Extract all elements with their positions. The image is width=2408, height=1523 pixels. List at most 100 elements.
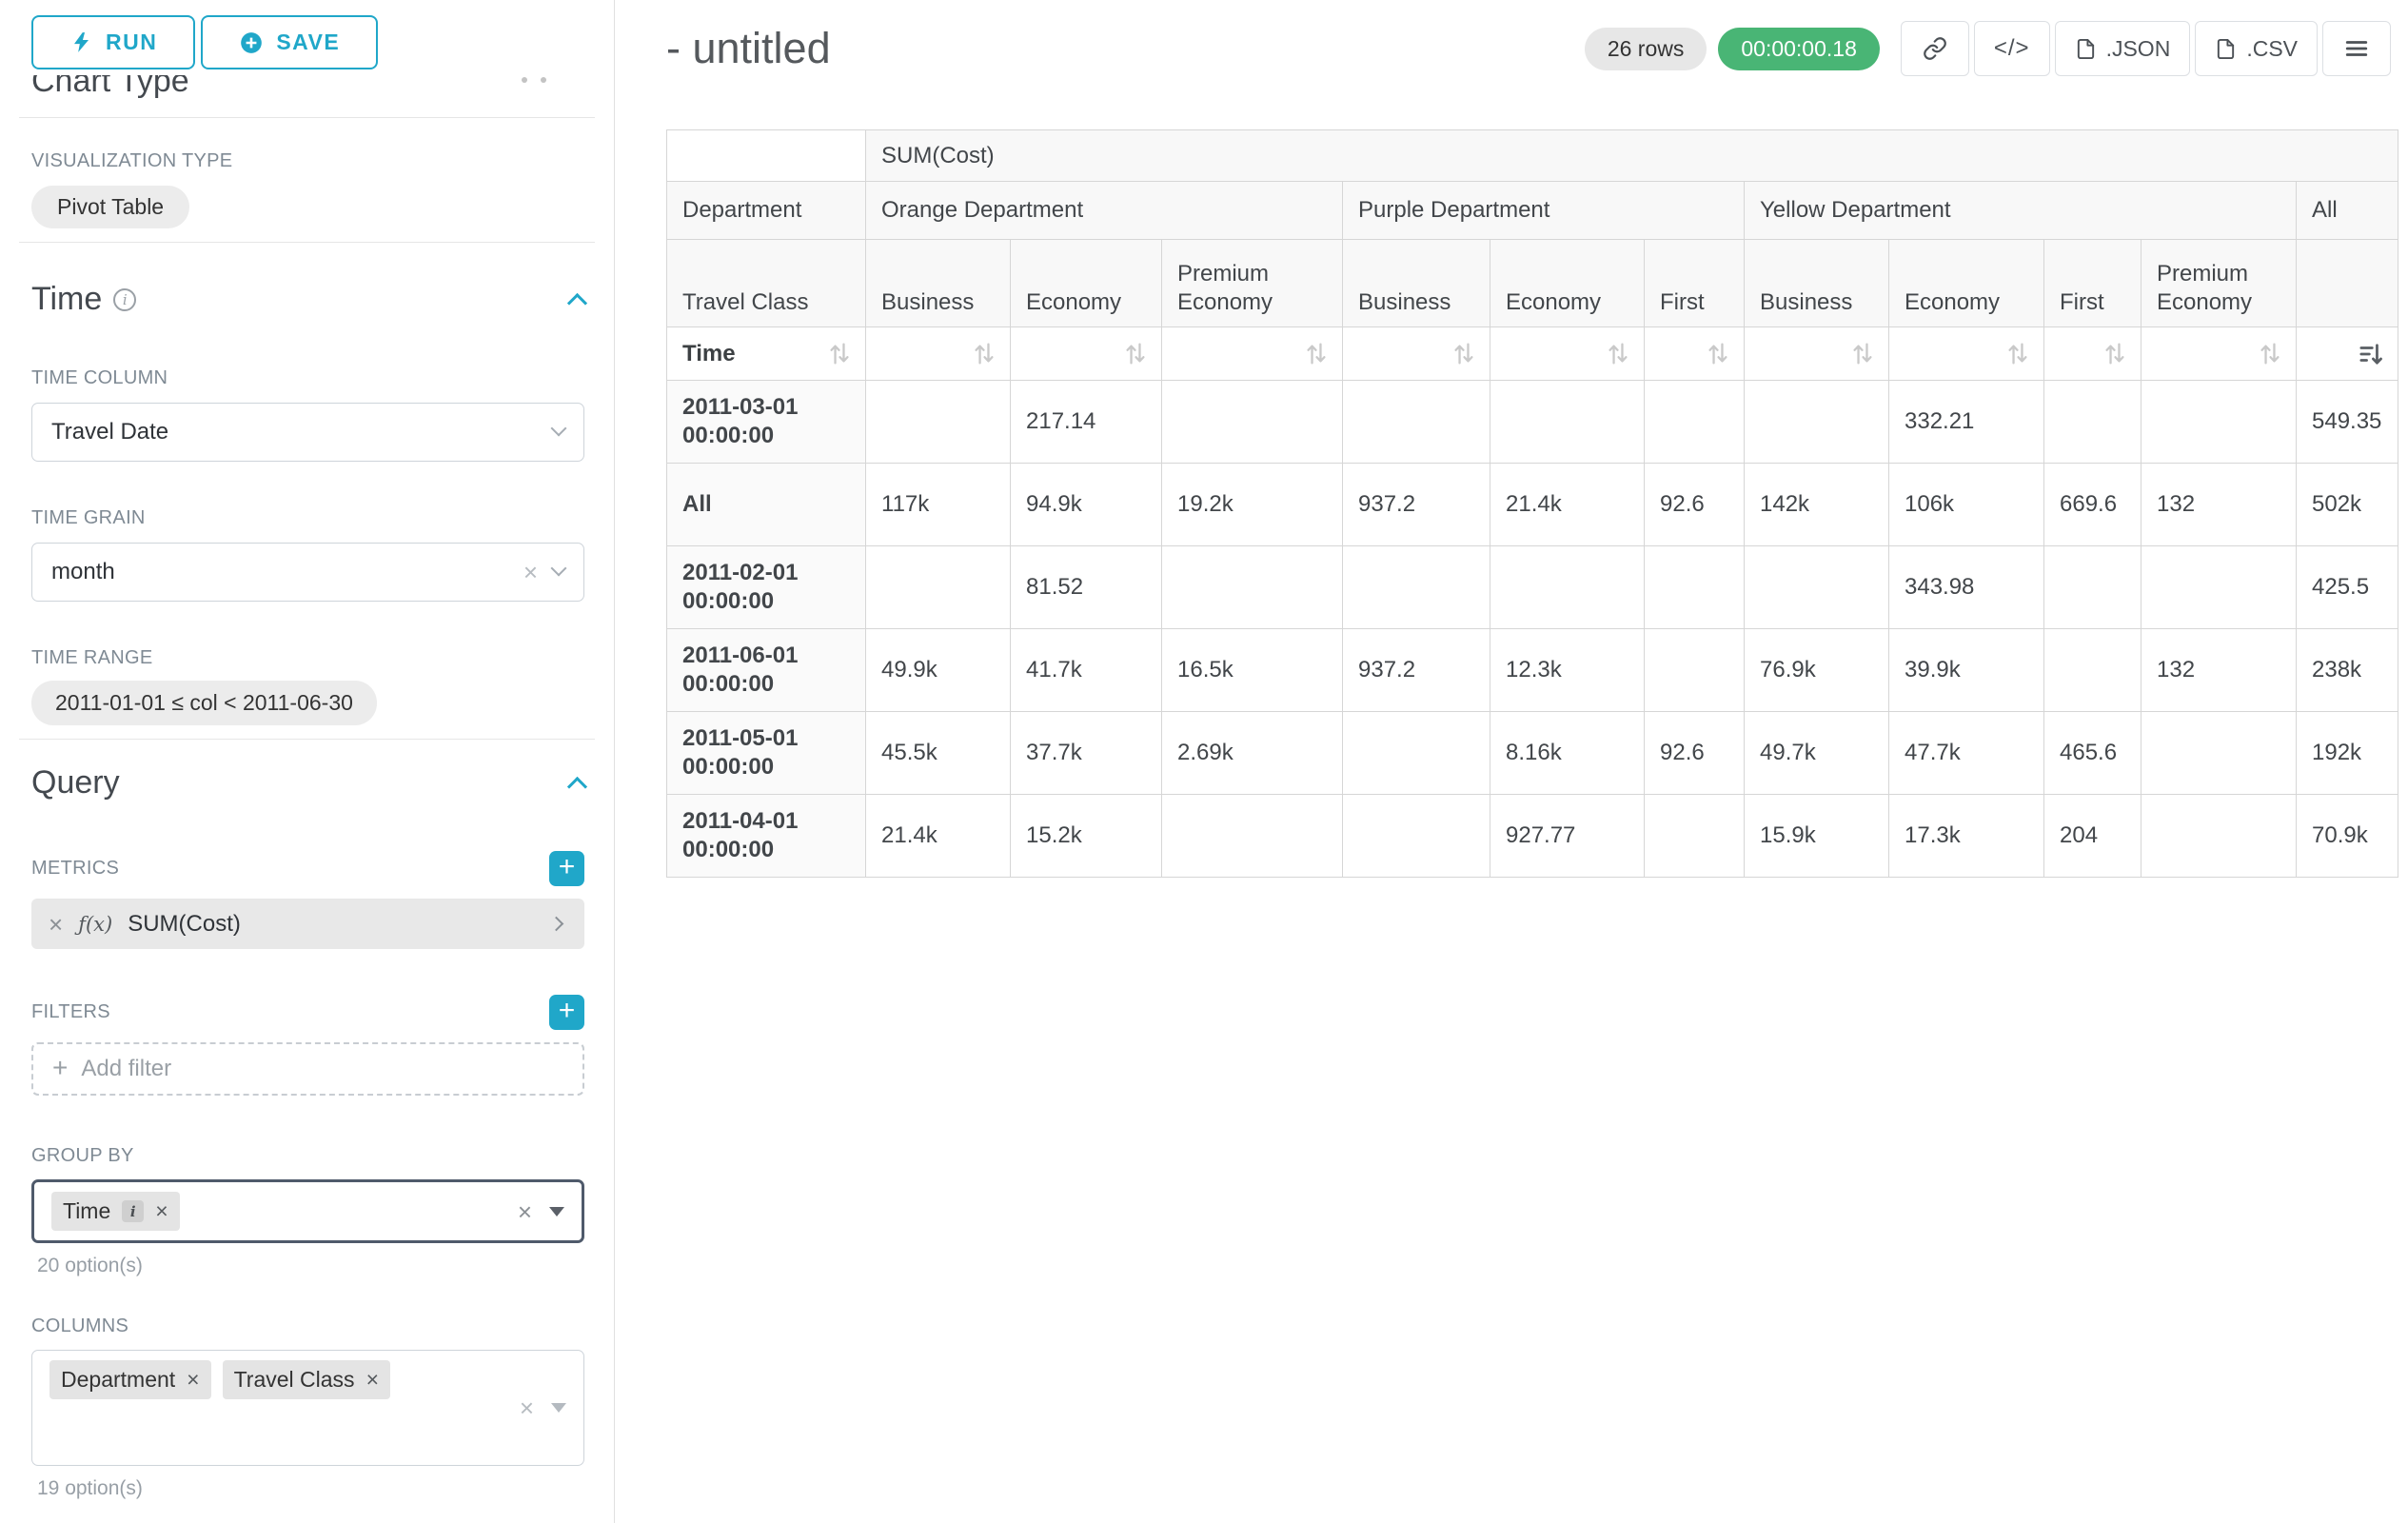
superset-explore: RUN SAVE Chart Type VISUALIZATION TYPE P… [0, 0, 2408, 1523]
info-icon: i [122, 1200, 144, 1222]
group-by-select[interactable]: Time i × × [31, 1179, 584, 1243]
add-metric-button[interactable]: + [549, 851, 584, 886]
columns-chip-department[interactable]: Department × [49, 1360, 211, 1399]
lightning-icon [69, 30, 93, 54]
pivot-cell: 16.5k [1162, 629, 1343, 712]
time-section-header[interactable]: Time i [31, 281, 584, 318]
clear-icon[interactable]: × [520, 1395, 534, 1420]
metrics-label: METRICS [31, 858, 119, 880]
time-range-chip[interactable]: 2011-01-01 ≤ col < 2011-06-30 [31, 681, 377, 725]
file-icon [2215, 38, 2237, 60]
clear-icon[interactable]: × [518, 1199, 532, 1224]
link-icon [1923, 36, 1947, 61]
sort-icon [1852, 342, 1873, 366]
time-grain-select[interactable]: month × [31, 543, 584, 602]
visualization-type-chip[interactable]: Pivot Table [31, 186, 189, 228]
pivot-cell [2142, 381, 2297, 464]
sort-column-button[interactable] [1745, 327, 1889, 381]
query-section-header[interactable]: Query [31, 764, 584, 801]
pivot-cell [2044, 629, 2142, 712]
run-button[interactable]: RUN [31, 15, 195, 69]
metric-header: SUM(Cost) [866, 130, 2398, 182]
copy-link-button[interactable] [1901, 21, 1969, 76]
pivot-cell: 21.4k [1490, 464, 1645, 546]
pivot-cell [1490, 546, 1645, 629]
pivot-cell: 425.5 [2297, 546, 2398, 629]
row-header: 2011-04-01 00:00:00 [667, 795, 866, 878]
pivot-cell: 937.2 [1343, 464, 1490, 546]
sort-row-time-header[interactable]: Time [667, 327, 866, 381]
control-panel: RUN SAVE Chart Type VISUALIZATION TYPE P… [0, 0, 615, 1523]
metric-pill[interactable]: × ƒ(x) SUM(Cost) [31, 899, 584, 949]
pivot-table-container: SUM(Cost) Department Orange Department P… [666, 129, 2391, 878]
caret-down-icon [549, 1207, 564, 1216]
clear-icon[interactable]: × [523, 560, 538, 584]
remove-chip-icon[interactable]: × [187, 1369, 199, 1391]
pivot-cell: 70.9k [2297, 795, 2398, 878]
col-group-all: All [2297, 182, 2398, 240]
menu-button[interactable] [2322, 21, 2391, 76]
time-column-select[interactable]: Travel Date [31, 403, 584, 462]
pivot-cell: 21.4k [866, 795, 1011, 878]
save-button[interactable]: SAVE [201, 15, 378, 69]
pivot-cell: 2.69k [1162, 712, 1343, 795]
remove-chip-icon[interactable]: × [155, 1200, 168, 1222]
pivot-cell: 937.2 [1343, 629, 1490, 712]
sort-column-button[interactable] [1343, 327, 1490, 381]
pivot-cell: 927.77 [1490, 795, 1645, 878]
sort-column-button[interactable] [1011, 327, 1162, 381]
time-range-label: TIME RANGE [31, 647, 584, 669]
export-csv-button[interactable]: .CSV [2195, 21, 2318, 76]
corner-cell [667, 130, 866, 182]
pivot-cell: 19.2k [1162, 464, 1343, 546]
col-header: Economy [1490, 240, 1645, 327]
pivot-cell [1162, 546, 1343, 629]
sort-icon [2260, 342, 2280, 366]
sort-column-button-active[interactable] [2297, 327, 2398, 381]
sort-icon [1125, 342, 1146, 366]
remove-chip-icon[interactable]: × [366, 1369, 379, 1391]
sort-column-button[interactable] [1645, 327, 1745, 381]
pivot-cell [1343, 381, 1490, 464]
view-query-button[interactable]: </> [1974, 21, 2050, 76]
export-json-button[interactable]: .JSON [2055, 21, 2191, 76]
query-timer-badge: 00:00:00.18 [1718, 28, 1880, 70]
chevron-right-icon [549, 917, 564, 932]
column-group-row: Department Orange Department Purple Depa… [667, 182, 2398, 240]
sort-icon [829, 342, 850, 366]
pivot-cell [1745, 546, 1889, 629]
sort-column-button[interactable] [1162, 327, 1343, 381]
columns-chip-travel-class[interactable]: Travel Class × [223, 1360, 390, 1399]
chevron-down-icon [551, 561, 567, 577]
col-group-yellow: Yellow Department [1745, 182, 2297, 240]
sort-column-button[interactable] [2142, 327, 2297, 381]
filters-label: FILTERS [31, 1001, 110, 1023]
columns-select[interactable]: Department × Travel Class × × [31, 1350, 584, 1466]
pivot-cell [1343, 795, 1490, 878]
query-section-title: Query [31, 764, 120, 801]
sort-column-button[interactable] [2044, 327, 2142, 381]
file-icon [2075, 38, 2097, 60]
sort-column-button[interactable] [1889, 327, 2044, 381]
sort-icon [2007, 342, 2028, 366]
add-filter-button[interactable]: + Add filter [31, 1042, 584, 1096]
pivot-cell: 465.6 [2044, 712, 2142, 795]
sort-icon [1306, 342, 1327, 366]
plus-icon: + [52, 1055, 68, 1081]
pivot-cell: 669.6 [2044, 464, 2142, 546]
row-header: 2011-02-01 00:00:00 [667, 546, 866, 629]
remove-metric-icon[interactable]: × [49, 912, 63, 937]
col-group-orange: Orange Department [866, 182, 1343, 240]
sort-column-button[interactable] [866, 327, 1011, 381]
pivot-cell: 15.2k [1011, 795, 1162, 878]
pivot-cell: 12.3k [1490, 629, 1645, 712]
sort-column-button[interactable] [1490, 327, 1645, 381]
sort-icon [1608, 342, 1628, 366]
add-filter-plus-button[interactable]: + [549, 995, 584, 1030]
pivot-cell: 81.52 [1011, 546, 1162, 629]
sort-icon [1453, 342, 1474, 366]
group-by-label: GROUP BY [31, 1145, 584, 1167]
time-label: Time [682, 340, 736, 368]
group-by-chip-time[interactable]: Time i × [51, 1192, 180, 1231]
chip-label: Time [63, 1198, 110, 1224]
